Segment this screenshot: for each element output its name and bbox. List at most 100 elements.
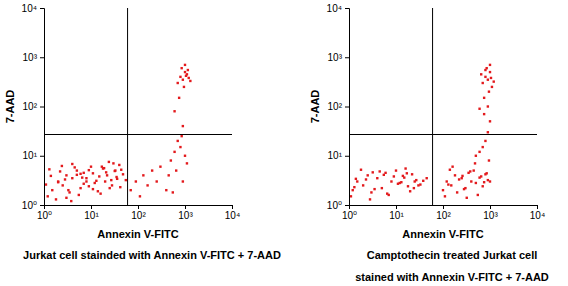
event-point bbox=[74, 166, 76, 168]
tick: 10² bbox=[131, 205, 146, 221]
tick-label: 10⁴ bbox=[225, 210, 240, 221]
tick-label: 10² bbox=[328, 101, 343, 112]
event-point bbox=[478, 151, 480, 153]
event-point bbox=[493, 80, 495, 82]
event-point bbox=[62, 184, 64, 186]
y-axis-title: 7-AAD bbox=[4, 90, 16, 124]
tick-label: 10³ bbox=[23, 52, 38, 63]
tick-label: 10³ bbox=[483, 210, 498, 221]
event-point bbox=[71, 163, 73, 165]
tick-mark bbox=[345, 107, 349, 108]
event-point bbox=[353, 186, 355, 188]
event-point bbox=[454, 174, 456, 176]
tick-mark bbox=[40, 205, 44, 206]
event-point bbox=[185, 75, 187, 77]
event-point bbox=[489, 64, 491, 66]
event-point bbox=[112, 162, 114, 164]
event-point bbox=[369, 198, 371, 200]
event-point bbox=[182, 180, 184, 182]
event-point bbox=[182, 125, 184, 127]
event-point bbox=[386, 192, 388, 194]
event-point bbox=[365, 178, 367, 180]
event-point bbox=[125, 179, 127, 181]
event-point bbox=[45, 183, 47, 185]
tick-label: 10⁴ bbox=[22, 3, 37, 14]
event-point bbox=[461, 177, 463, 179]
event-point bbox=[88, 185, 90, 187]
tick-label: 10¹ bbox=[389, 210, 404, 221]
event-point bbox=[189, 80, 191, 82]
caption: Camptothecin treated Jurkat cell bbox=[367, 249, 538, 261]
event-point bbox=[393, 175, 395, 177]
tick: 10¹ bbox=[23, 150, 44, 161]
event-point bbox=[483, 113, 485, 115]
event-point bbox=[381, 187, 383, 189]
tick: 10¹ bbox=[328, 150, 349, 161]
event-point bbox=[350, 195, 352, 197]
tick: 10³ bbox=[328, 52, 349, 63]
event-point bbox=[50, 175, 52, 177]
event-point bbox=[474, 162, 476, 164]
event-point bbox=[407, 185, 409, 187]
event-point bbox=[83, 183, 85, 185]
event-point bbox=[402, 175, 404, 177]
event-point bbox=[184, 71, 186, 73]
tick-mark bbox=[40, 8, 44, 9]
event-point bbox=[81, 176, 83, 178]
event-point bbox=[168, 174, 170, 176]
event-point bbox=[79, 187, 81, 189]
event-point bbox=[92, 188, 94, 190]
event-point bbox=[489, 180, 491, 182]
event-point bbox=[487, 79, 489, 81]
tick-mark bbox=[40, 156, 44, 157]
event-point bbox=[65, 197, 67, 199]
tick-label: 10¹ bbox=[328, 150, 343, 161]
tick: 10⁰ bbox=[342, 205, 357, 221]
tick-mark bbox=[345, 8, 349, 9]
event-point bbox=[477, 194, 479, 196]
event-point bbox=[451, 165, 453, 167]
x-axis-title: Annexin V-FITC bbox=[402, 228, 483, 240]
event-point bbox=[450, 184, 452, 186]
tick-label: 10⁰ bbox=[22, 200, 37, 211]
caption: stained with Annexin V-FITC + 7-AAD bbox=[355, 271, 549, 283]
event-point bbox=[458, 178, 460, 180]
event-point bbox=[469, 170, 471, 172]
event-point bbox=[173, 110, 175, 112]
tick-mark bbox=[138, 205, 139, 209]
event-point bbox=[120, 169, 122, 171]
event-point bbox=[187, 69, 189, 71]
event-point bbox=[475, 155, 477, 157]
event-point bbox=[68, 191, 70, 193]
event-point bbox=[159, 165, 161, 167]
event-point bbox=[111, 184, 113, 186]
tick: 10³ bbox=[23, 52, 44, 63]
event-point bbox=[422, 180, 424, 182]
event-point bbox=[182, 79, 184, 81]
event-point bbox=[76, 174, 78, 176]
tick-mark bbox=[91, 205, 92, 209]
event-point bbox=[480, 73, 482, 75]
event-point bbox=[444, 195, 446, 197]
event-point bbox=[139, 195, 141, 197]
event-point bbox=[484, 69, 486, 71]
event-point bbox=[110, 179, 112, 181]
event-point bbox=[489, 120, 491, 122]
event-point bbox=[118, 164, 120, 166]
event-point bbox=[487, 179, 489, 181]
event-point bbox=[135, 180, 137, 182]
event-point bbox=[409, 190, 411, 192]
event-point bbox=[151, 169, 153, 171]
tick-label: 10⁴ bbox=[327, 3, 342, 14]
event-point bbox=[179, 146, 181, 148]
tick-mark bbox=[443, 205, 444, 209]
event-point bbox=[417, 184, 419, 186]
tick-label: 10¹ bbox=[23, 150, 38, 161]
event-point bbox=[156, 180, 158, 182]
event-point bbox=[400, 181, 402, 183]
gate-line-x bbox=[432, 8, 433, 205]
event-point bbox=[146, 184, 148, 186]
event-point bbox=[456, 191, 458, 193]
event-point bbox=[447, 183, 449, 185]
event-point bbox=[47, 195, 49, 197]
